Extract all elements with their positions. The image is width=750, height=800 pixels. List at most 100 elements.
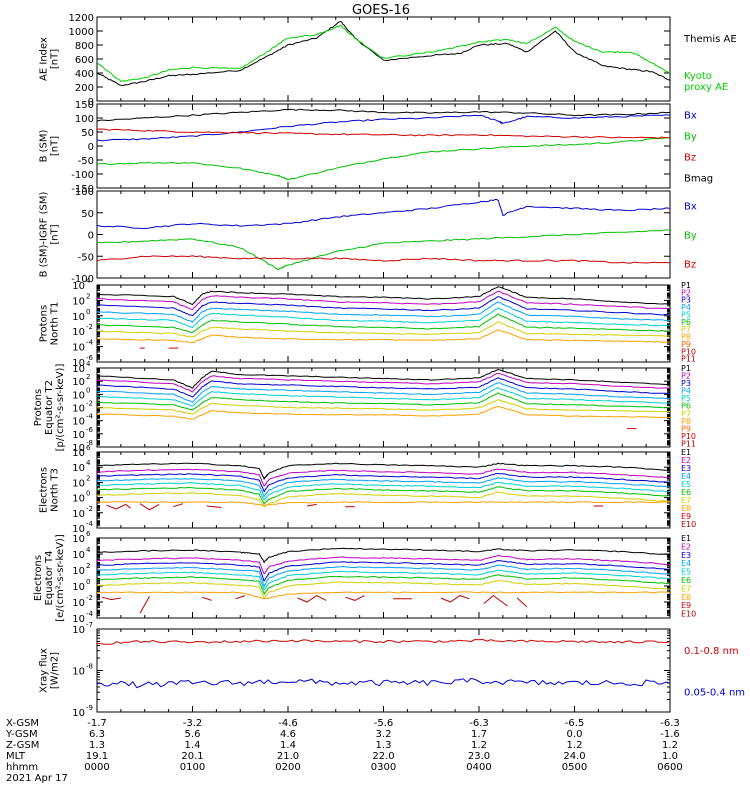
- legend-label: Bx: [684, 111, 697, 122]
- y-tick-label: 10: [72, 667, 85, 678]
- series-line-bx: [97, 114, 670, 142]
- x-row-value: 24.0: [563, 751, 585, 762]
- legend-label: P5: [681, 310, 691, 319]
- legend-label: P10: [681, 347, 696, 356]
- y-tick-label: 10: [72, 358, 85, 369]
- series-line-e3: [97, 473, 670, 493]
- y-tick-label: 0: [88, 231, 94, 242]
- series-line-bz: [97, 255, 670, 264]
- y-tick-exponent: -4: [86, 339, 94, 347]
- x-row-value: 1.3: [376, 740, 392, 751]
- series-line-p4: [97, 382, 670, 403]
- x-row-value: 22.0: [372, 751, 394, 762]
- x-row-value: 1.4: [280, 740, 296, 751]
- y-tick-label: 1200: [69, 13, 94, 24]
- y-axis-label: Equator T4: [44, 551, 55, 606]
- y-tick-label: 10: [72, 598, 85, 609]
- legend-label: P3: [681, 296, 691, 305]
- y-tick-label: 10: [72, 550, 85, 561]
- series-line-p6: [97, 392, 670, 411]
- x-axis-table: X-GSM -1.7 -3.2 -4.6 -5.6 -6.3 -6.5 -6.3 Y-GSM 6.…: [5, 718, 683, 784]
- y-tick-label: 10: [72, 509, 85, 520]
- data-fragment: [297, 595, 327, 603]
- legend-label: P2: [681, 288, 691, 297]
- data-fragment: [440, 595, 470, 603]
- y-axis-label: B (SM)-IGRF (SM): [39, 192, 50, 278]
- data-fragment: [516, 597, 528, 608]
- legend-label: E5: [681, 480, 691, 489]
- y-tick-exponent: -4: [86, 520, 94, 528]
- x-row-value: 0500: [562, 762, 587, 773]
- x-row-label: X-GSM: [6, 718, 39, 729]
- y-tick-label: 10: [72, 364, 85, 375]
- x-row-value: 1.2: [567, 740, 583, 751]
- y-tick-label: 10: [72, 312, 85, 323]
- series-line-p5: [97, 387, 670, 407]
- series-line-by: [97, 137, 670, 181]
- y-axis-label: [W/m2]: [50, 652, 61, 689]
- y-tick-label: 10: [72, 708, 85, 719]
- y-axis-label: Protons: [39, 305, 50, 342]
- legend-label: E8: [681, 593, 691, 602]
- legend-label: proxy AE: [684, 82, 728, 93]
- series-line-p8: [97, 405, 670, 420]
- y-tick-label: 1000: [69, 27, 94, 38]
- series-line-themis-ae: [97, 20, 670, 87]
- y-tick-label: 200: [75, 83, 94, 94]
- panel-frame: [96, 103, 671, 189]
- legend-label: E9: [681, 601, 691, 610]
- y-tick-label: 10: [72, 524, 85, 535]
- y-tick-label: 400: [75, 69, 94, 80]
- legend-label: 0.1-0.8 nm: [684, 646, 739, 657]
- y-tick-label: 10: [72, 327, 85, 338]
- y-tick-exponent: 4: [86, 360, 91, 368]
- data-fragment: [235, 595, 246, 600]
- y-tick-label: 10: [72, 296, 85, 307]
- panel-bigrf: -100 -50 0 50 100 B (SM)-IGRF (SM) [nT] Bx By Bz: [39, 187, 697, 285]
- x-row-label: Y-GSM: [5, 729, 38, 740]
- data-fragment: [106, 503, 131, 510]
- y-axis-label: [nT]: [50, 49, 61, 69]
- x-row-value: 1.0: [662, 751, 678, 762]
- y-tick-exponent: -2: [86, 400, 93, 408]
- legend-label: E10: [681, 520, 696, 529]
- data-fragment: [173, 503, 184, 508]
- legend-label: Bz: [684, 153, 696, 164]
- series-line-0-05-0-4-nm: [97, 677, 670, 689]
- series-line-e5: [97, 569, 670, 592]
- legend-label: E7: [681, 496, 691, 505]
- x-row-value: 1.2: [471, 740, 487, 751]
- plot-area: [97, 286, 670, 349]
- y-tick-exponent: 2: [86, 474, 90, 482]
- series-line-e3: [97, 560, 670, 582]
- legend-label: E3: [681, 551, 691, 560]
- series-line-kyoto-proxy-ae: [97, 24, 670, 82]
- legend-label: Bmag: [684, 174, 713, 185]
- x-row-value: 0100: [180, 762, 205, 773]
- series-line-e1: [97, 547, 670, 564]
- series-line-p8: [97, 329, 670, 344]
- y-tick-exponent: 4: [86, 277, 91, 285]
- data-fragment: [101, 596, 121, 601]
- series-line-bz: [97, 128, 670, 139]
- y-axis-label: [nT]: [50, 136, 61, 156]
- y-tick-exponent: -8: [86, 439, 93, 447]
- y-axis-label: Electrons: [33, 555, 44, 601]
- series-line-e7: [97, 580, 670, 600]
- x-row-label: Z-GSM: [6, 740, 39, 751]
- x-row-value: -6.3: [469, 718, 489, 729]
- series-line-p5: [97, 307, 670, 328]
- x-row-value: 0400: [466, 762, 491, 773]
- legend-label: P7: [681, 409, 691, 418]
- legend-label: P4: [681, 303, 691, 312]
- plot-area: [97, 547, 670, 614]
- x-row-value: -1.6: [660, 729, 680, 740]
- y-axis-label: North T3: [50, 468, 61, 512]
- date-label: 2021 Apr 17: [6, 773, 68, 784]
- panel-bsm: -150 -100 -50 0 50 100 150 B (SM) [nT] Bx By Bz Bmag: [39, 100, 714, 195]
- x-row-value: 1.2: [662, 740, 678, 751]
- series-line-e4: [97, 477, 670, 498]
- x-row-value: -3.2: [183, 718, 203, 729]
- y-tick-exponent: 6: [86, 530, 91, 538]
